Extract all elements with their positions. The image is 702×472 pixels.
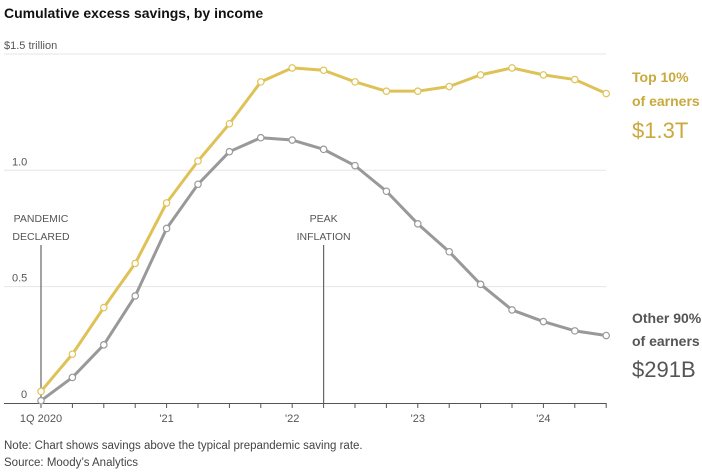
x-tick-label: 1Q 2020 xyxy=(20,413,62,425)
x-tick-label: '21 xyxy=(159,413,173,425)
data-point xyxy=(319,66,328,75)
annotation-label: PEAK xyxy=(310,213,338,225)
annotation-label: PANDEMIC xyxy=(14,213,69,225)
series-label: of earners xyxy=(632,333,700,349)
data-point xyxy=(256,133,265,142)
data-point xyxy=(508,64,516,72)
data-point xyxy=(351,161,359,170)
data-point xyxy=(37,387,45,396)
data-point xyxy=(37,396,45,405)
data-point xyxy=(539,317,548,326)
x-tick-label: '22 xyxy=(285,413,299,425)
data-point xyxy=(476,71,485,79)
series-end-value: $291B xyxy=(632,357,696,382)
series-label: Other 90% xyxy=(632,310,702,326)
footnote: Note: Chart shows savings above the typi… xyxy=(4,440,363,452)
data-point xyxy=(351,78,359,86)
data-point xyxy=(319,145,328,154)
data-point xyxy=(288,136,297,144)
data-point xyxy=(100,303,108,312)
series-label: Top 10% xyxy=(632,69,689,85)
data-point xyxy=(508,306,516,314)
data-point xyxy=(382,87,391,95)
data-point xyxy=(570,75,579,84)
y-tick-label: 1.0 xyxy=(12,156,27,168)
data-point xyxy=(194,180,202,189)
data-point xyxy=(382,187,391,196)
data-point xyxy=(68,373,77,382)
series-end-value: $1.3T xyxy=(632,118,688,143)
data-point xyxy=(256,78,265,86)
data-point xyxy=(413,220,422,228)
data-point xyxy=(162,224,171,233)
data-point xyxy=(602,89,611,98)
data-point xyxy=(131,292,140,300)
data-point xyxy=(194,157,202,165)
data-point xyxy=(288,64,297,72)
data-point xyxy=(68,350,77,358)
annotation-label: INFLATION xyxy=(297,231,351,243)
data-point xyxy=(225,147,234,156)
data-point xyxy=(131,259,140,268)
data-point xyxy=(570,327,579,335)
data-point xyxy=(225,119,234,128)
data-point xyxy=(539,71,548,79)
y-tick-label: 0 xyxy=(21,389,27,401)
data-point xyxy=(602,331,611,340)
data-point xyxy=(476,280,485,289)
y-tick-label: $1.5 trillion xyxy=(4,40,57,52)
data-point xyxy=(445,247,454,256)
data-point xyxy=(445,82,454,91)
x-tick-label: '23 xyxy=(411,413,425,425)
series-label: of earners xyxy=(632,93,700,109)
data-point xyxy=(413,87,422,95)
source: Source: Moody’s Analytics xyxy=(4,457,138,469)
annotation-label: DECLARED xyxy=(12,231,70,243)
x-tick-label: '24 xyxy=(536,413,550,425)
data-point xyxy=(162,199,171,207)
chart-title: Cumulative excess savings, by income xyxy=(4,5,263,21)
data-point xyxy=(100,341,108,349)
y-tick-label: 0.5 xyxy=(12,273,27,285)
